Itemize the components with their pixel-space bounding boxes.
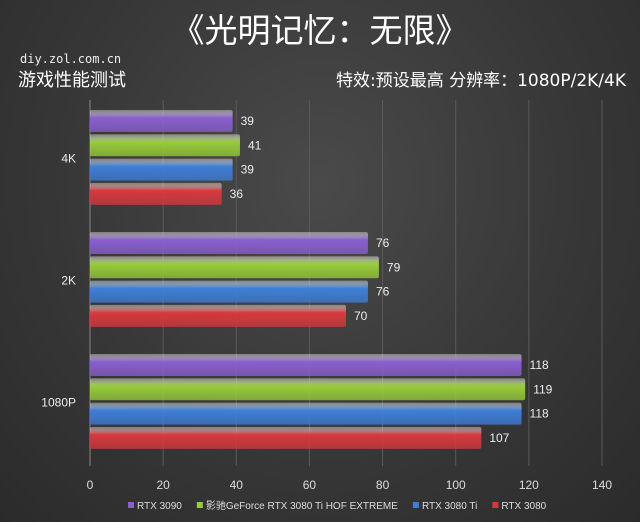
bar <box>90 110 233 132</box>
x-tick-label: 120 <box>519 478 539 492</box>
x-tick-label: 140 <box>592 478 612 492</box>
legend-swatch <box>196 502 203 508</box>
legend-swatch <box>412 502 419 508</box>
legend-label: RTX 3090 <box>137 501 182 512</box>
bar <box>90 134 240 157</box>
data-label: 39 <box>241 163 255 177</box>
data-label: 76 <box>376 285 390 299</box>
data-label: 107 <box>489 431 509 445</box>
data-label: 79 <box>387 260 401 274</box>
legend-label: RTX 3080 <box>501 501 546 512</box>
legend-label: RTX 3080 Ti <box>422 501 477 512</box>
y-category-label: 1080P <box>41 396 76 410</box>
bar <box>90 158 233 181</box>
data-label: 41 <box>248 138 262 152</box>
x-tick-label: 100 <box>446 478 466 492</box>
data-label: 119 <box>533 382 552 396</box>
bar <box>90 402 522 425</box>
y-category-label: 2K <box>61 274 76 288</box>
x-tick-label: 60 <box>303 478 317 492</box>
source-watermark: diy.zol.com.cn <box>20 52 122 66</box>
x-tick-label: 80 <box>376 478 390 492</box>
bar <box>90 232 368 254</box>
x-tick-label: 40 <box>230 478 244 492</box>
x-tick-label: 0 <box>87 478 94 492</box>
data-label: 70 <box>354 309 368 323</box>
data-label: 118 <box>530 358 549 372</box>
data-label: 39 <box>241 114 255 128</box>
chart-title: 《光明记忆：无限》 <box>171 11 469 50</box>
data-label: 76 <box>376 236 390 250</box>
data-label: 36 <box>230 187 244 201</box>
settings-label: 特效:预设最高 分辨率：1080P/2K/4K <box>335 71 626 91</box>
bar <box>90 378 526 401</box>
bar <box>90 182 222 205</box>
chart-subtitle: 游戏性能测试 <box>18 70 126 91</box>
bar <box>90 354 522 376</box>
y-category-label: 4K <box>61 152 76 166</box>
bar <box>90 280 368 303</box>
data-label: 118 <box>530 407 549 421</box>
legend-swatch <box>492 502 499 508</box>
legend-swatch <box>128 502 134 508</box>
bar <box>90 304 346 327</box>
x-tick-label: 20 <box>156 478 170 492</box>
bar <box>90 256 379 279</box>
bar <box>90 426 482 449</box>
legend-label: 影驰GeForce RTX 3080 Ti HOF EXTREME <box>206 499 398 512</box>
